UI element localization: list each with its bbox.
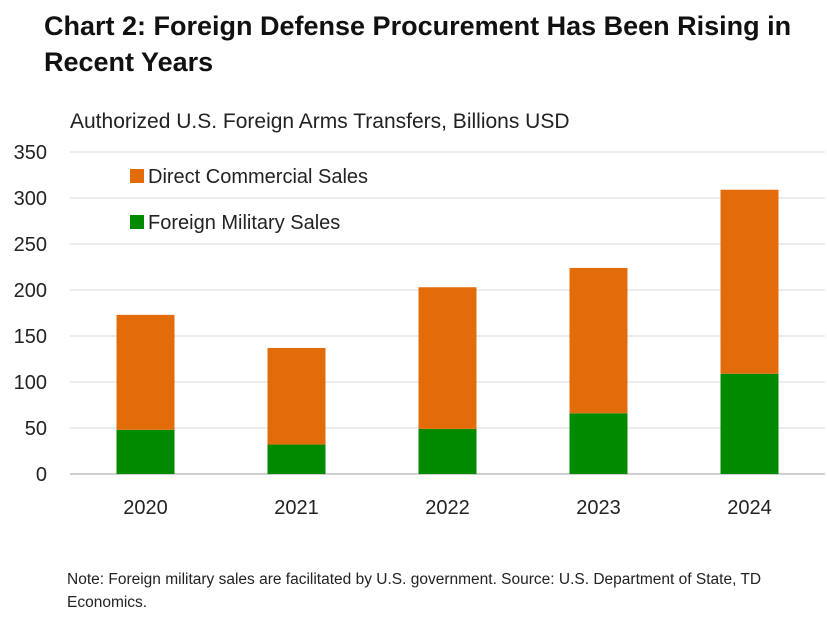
bar-foreign-military-sales-2023 [569,413,628,474]
legend-swatch [130,169,144,183]
legend-label: Foreign Military Sales [148,212,340,234]
chart-title: Chart 2: Foreign Defense Procurement Has… [44,11,792,77]
x-tick-label: 2023 [576,497,621,519]
bar-foreign-military-sales-2021 [267,444,326,474]
legend-swatch [130,215,144,229]
x-tick-label: 2021 [274,497,319,519]
bar-direct-commercial-sales-2023 [569,267,628,414]
bar-foreign-military-sales-2022 [418,428,477,474]
x-tick-label: 2022 [425,497,470,519]
x-tick-label: 2020 [123,497,168,519]
y-tick-label: 250 [14,234,47,256]
bar-direct-commercial-sales-2022 [418,287,477,429]
y-tick-label: 200 [14,280,47,302]
x-tick-label: 2024 [727,497,772,519]
y-tick-label: 100 [14,372,47,394]
bar-foreign-military-sales-2024 [720,373,779,474]
y-tick-label: 50 [25,418,47,440]
source-note: Note: Foreign military sales are facilit… [67,571,762,611]
y-tick-label: 150 [14,326,47,348]
bar-direct-commercial-sales-2024 [720,189,779,374]
y-tick-label: 300 [14,188,47,210]
bar-foreign-military-sales-2020 [116,429,175,474]
legend-label: Direct Commercial Sales [148,166,368,188]
chart-subtitle: Authorized U.S. Foreign Arms Transfers, … [70,110,570,133]
bar-direct-commercial-sales-2020 [116,314,175,430]
y-tick-label: 350 [14,142,47,164]
bar-direct-commercial-sales-2021 [267,347,326,445]
y-tick-label: 0 [36,464,47,486]
